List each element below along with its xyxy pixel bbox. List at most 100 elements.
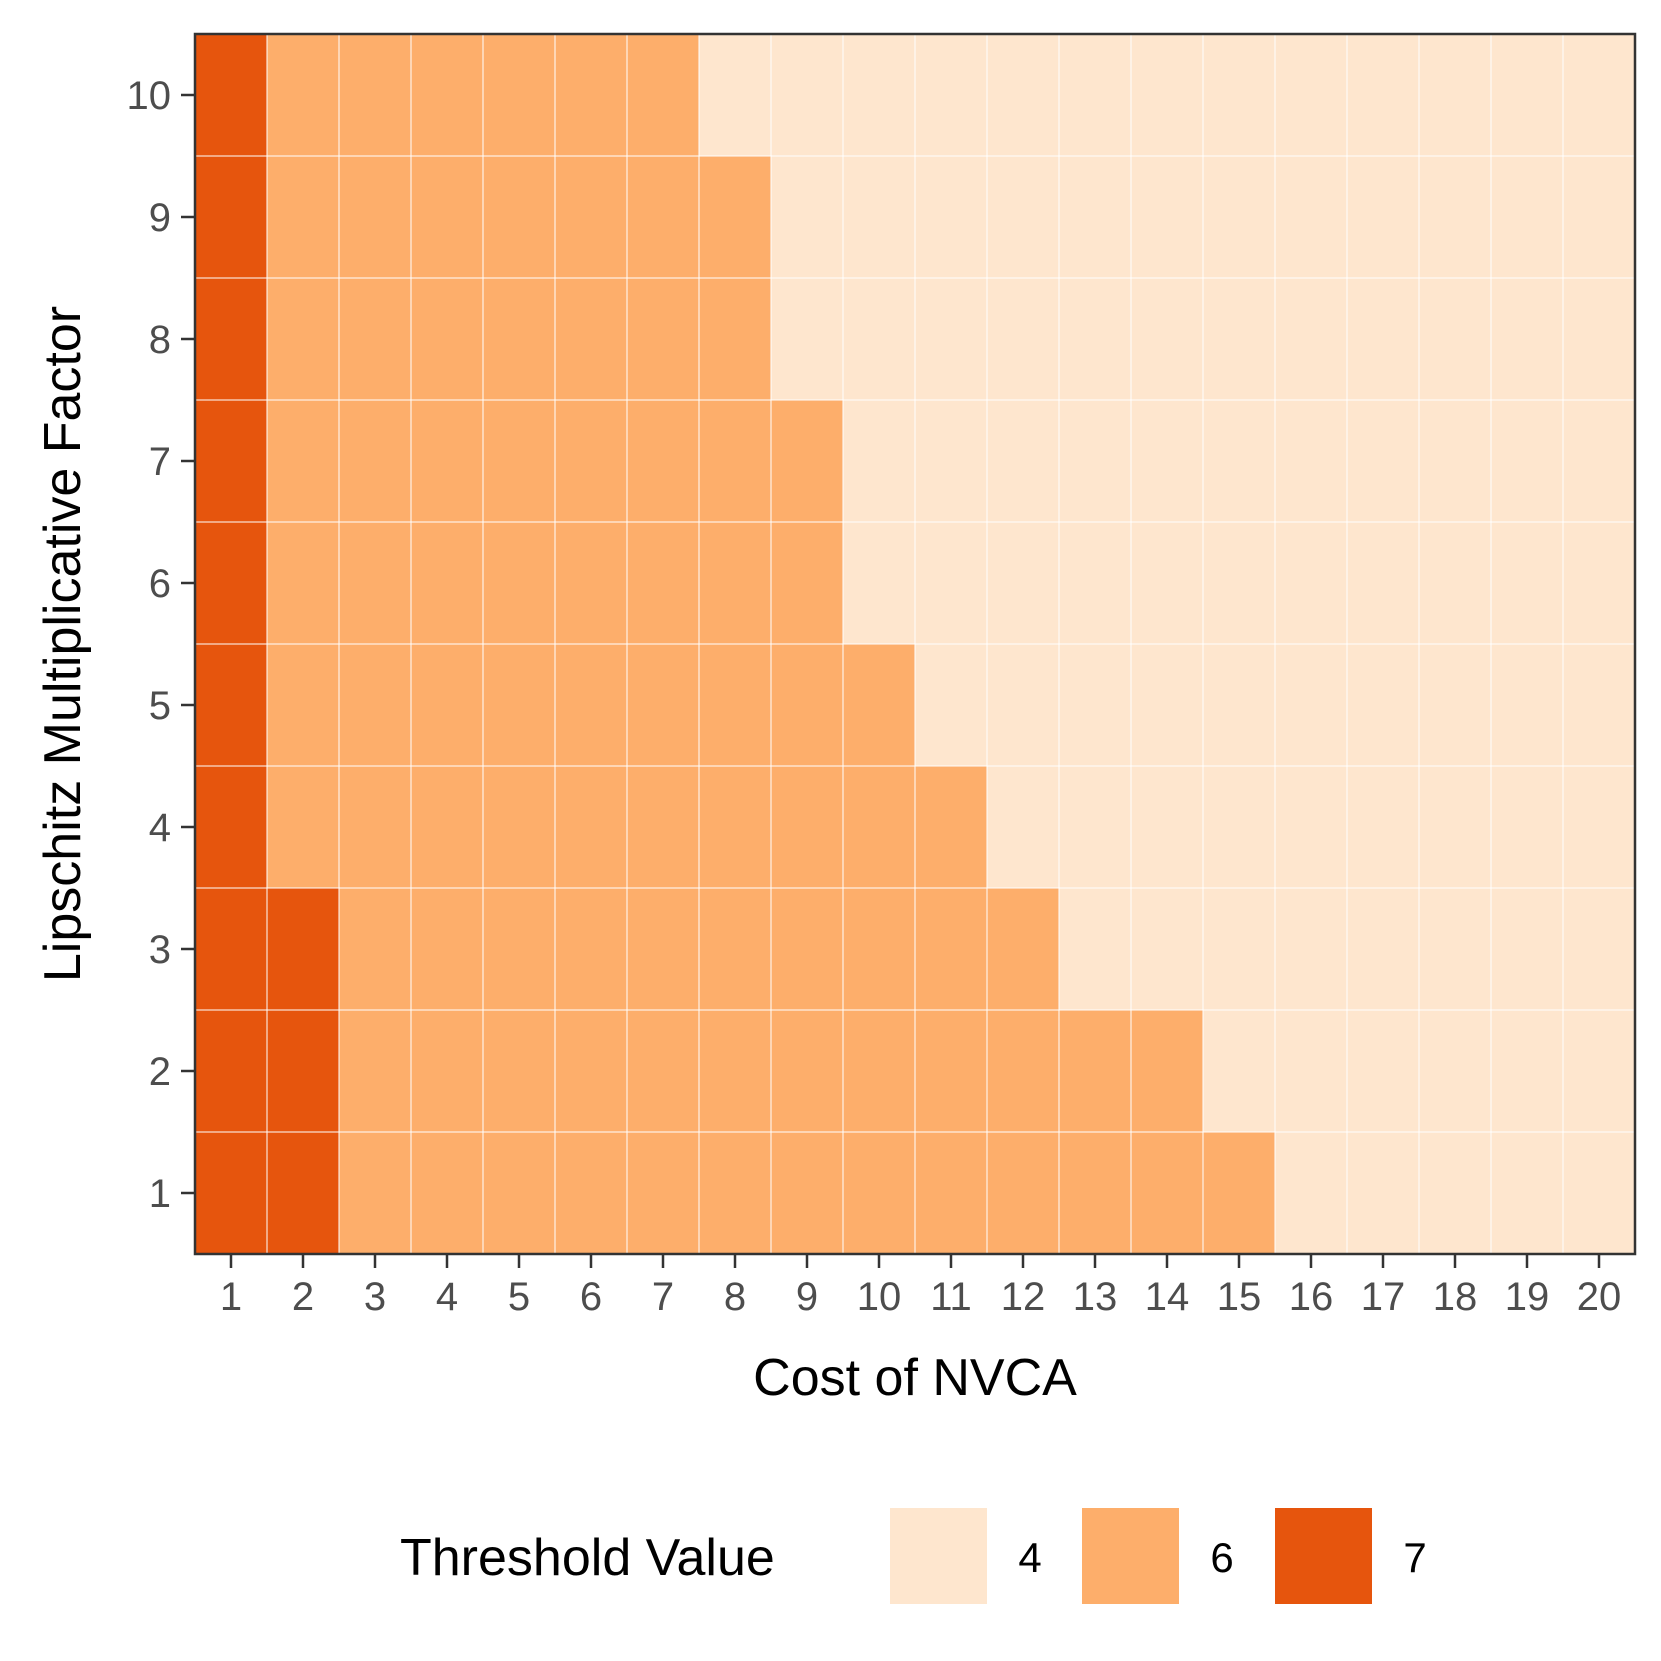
heatmap-cell <box>483 156 555 278</box>
x-tick-label: 13 <box>1073 1275 1118 1319</box>
heatmap-cell <box>987 1010 1059 1132</box>
y-tick-label: 1 <box>149 1172 171 1216</box>
x-tick-label: 3 <box>364 1275 386 1319</box>
heatmap-cell <box>915 888 987 1010</box>
heatmap-cell <box>915 522 987 644</box>
heatmap-cell <box>267 888 339 1010</box>
heatmap-cell <box>483 1132 555 1254</box>
heatmap-cell <box>987 644 1059 766</box>
heatmap-cell <box>1347 34 1419 156</box>
heatmap-cell <box>915 1010 987 1132</box>
heatmap-cell <box>1491 766 1563 888</box>
heatmap-cell <box>627 1132 699 1254</box>
x-tick-label: 1 <box>220 1275 242 1319</box>
y-tick-label: 7 <box>149 440 171 484</box>
heatmap-cell <box>1419 1010 1491 1132</box>
heatmap-cell <box>987 400 1059 522</box>
heatmap-cell <box>1059 156 1131 278</box>
heatmap-cell <box>1131 156 1203 278</box>
y-tick-label: 3 <box>149 928 171 972</box>
heatmap-cell <box>1275 278 1347 400</box>
y-axis: 1 2 3 4 5 6 7 8 9 10 <box>127 74 195 1216</box>
legend-label-6: 6 <box>1210 1534 1233 1581</box>
heatmap-cell <box>267 1010 339 1132</box>
heatmap-cell <box>195 644 267 766</box>
heatmap-cell <box>1275 1010 1347 1132</box>
heatmap-cell <box>1419 766 1491 888</box>
heatmap-cell <box>411 522 483 644</box>
heatmap-cell <box>627 1010 699 1132</box>
heatmap-cell <box>339 1010 411 1132</box>
heatmap-cell <box>267 34 339 156</box>
heatmap-cell <box>1203 278 1275 400</box>
heatmap-cell <box>555 1010 627 1132</box>
heatmap-cell <box>843 766 915 888</box>
heatmap-cell <box>771 156 843 278</box>
x-tick-label: 11 <box>930 1275 972 1319</box>
heatmap-cell <box>1275 644 1347 766</box>
heatmap-cell <box>1419 34 1491 156</box>
heatmap-cell <box>1491 400 1563 522</box>
heatmap-cell <box>1131 1010 1203 1132</box>
heatmap-cell <box>1347 766 1419 888</box>
heatmap-cell <box>771 644 843 766</box>
heatmap-cell <box>843 278 915 400</box>
x-tick-label: 9 <box>796 1275 818 1319</box>
heatmap-cell <box>483 400 555 522</box>
heatmap-cell <box>1419 278 1491 400</box>
heatmap-cell <box>339 766 411 888</box>
heatmap-cell <box>483 1010 555 1132</box>
heatmap-cell <box>339 644 411 766</box>
heatmap-cell <box>555 400 627 522</box>
heatmap-cell <box>1059 522 1131 644</box>
heatmap-cell <box>195 522 267 644</box>
heatmap-cell <box>843 1132 915 1254</box>
heatmap-cell <box>1563 400 1635 522</box>
heatmap-cell <box>267 278 339 400</box>
heatmap-cell <box>1347 400 1419 522</box>
heatmap-cell <box>1203 1010 1275 1132</box>
heatmap-cell <box>1563 644 1635 766</box>
heatmap-cell <box>1131 278 1203 400</box>
heatmap-cell <box>915 1132 987 1254</box>
x-tick-label: 15 <box>1217 1275 1262 1319</box>
heatmap-cell <box>1275 522 1347 644</box>
x-tick-label: 18 <box>1433 1275 1478 1319</box>
heatmap-cell <box>555 888 627 1010</box>
heatmap-cell <box>699 1132 771 1254</box>
heatmap-cell <box>1491 1010 1563 1132</box>
heatmap-cell <box>195 156 267 278</box>
y-tick-label: 5 <box>149 684 171 728</box>
heatmap-cell <box>555 766 627 888</box>
heatmap-cell <box>771 888 843 1010</box>
x-tick-label: 16 <box>1289 1275 1334 1319</box>
heatmap-cell <box>1203 644 1275 766</box>
heatmap-cell <box>1491 522 1563 644</box>
heatmap-cell <box>915 766 987 888</box>
legend-label-7: 7 <box>1403 1534 1426 1581</box>
heatmap-cell <box>771 34 843 156</box>
x-tick-label: 10 <box>857 1275 902 1319</box>
heatmap-cell <box>1275 156 1347 278</box>
heatmap-cell <box>843 156 915 278</box>
x-tick-label: 6 <box>580 1275 602 1319</box>
heatmap-cell <box>411 1132 483 1254</box>
heatmap-cell <box>915 278 987 400</box>
heatmap-cell <box>267 1132 339 1254</box>
heatmap-cell <box>555 522 627 644</box>
heatmap-cell <box>1131 400 1203 522</box>
heatmap-cell <box>195 34 267 156</box>
heatmap-cell <box>627 34 699 156</box>
heatmap-cell <box>843 644 915 766</box>
heatmap-cell <box>1203 34 1275 156</box>
heatmap-cell <box>411 888 483 1010</box>
x-tick-label: 12 <box>1001 1275 1046 1319</box>
heatmap-cell <box>771 278 843 400</box>
heatmap-cell <box>1059 644 1131 766</box>
heatmap-cell <box>699 644 771 766</box>
heatmap-cell <box>699 34 771 156</box>
heatmap-cell <box>1275 34 1347 156</box>
heatmap-cell <box>267 400 339 522</box>
heatmap-cell <box>411 1010 483 1132</box>
heatmap-cell <box>339 522 411 644</box>
